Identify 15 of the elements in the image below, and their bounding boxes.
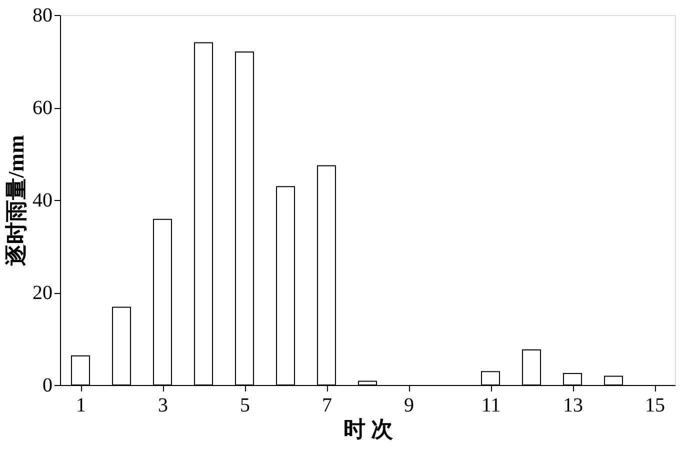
x-tick-label: 13 <box>563 394 583 416</box>
x-tick-label: 5 <box>240 394 250 416</box>
x-tick-label: 7 <box>322 394 332 416</box>
x-tick-label: 9 <box>404 394 414 416</box>
y-tick-label: 0 <box>42 374 52 396</box>
x-tick-label: 1 <box>76 394 86 416</box>
y-axis-title: 逐时雨量/mm <box>4 135 28 267</box>
y-tick-label: 60 <box>32 97 52 119</box>
y-tick-label: 20 <box>32 282 52 304</box>
y-tick-label: 80 <box>32 4 52 26</box>
x-tick-label: 3 <box>158 394 168 416</box>
x-axis-title: 时 次 <box>343 416 394 442</box>
x-tick-label: 11 <box>481 394 501 416</box>
y-tick-label: 40 <box>32 190 52 212</box>
x-tick-label: 15 <box>645 394 665 416</box>
